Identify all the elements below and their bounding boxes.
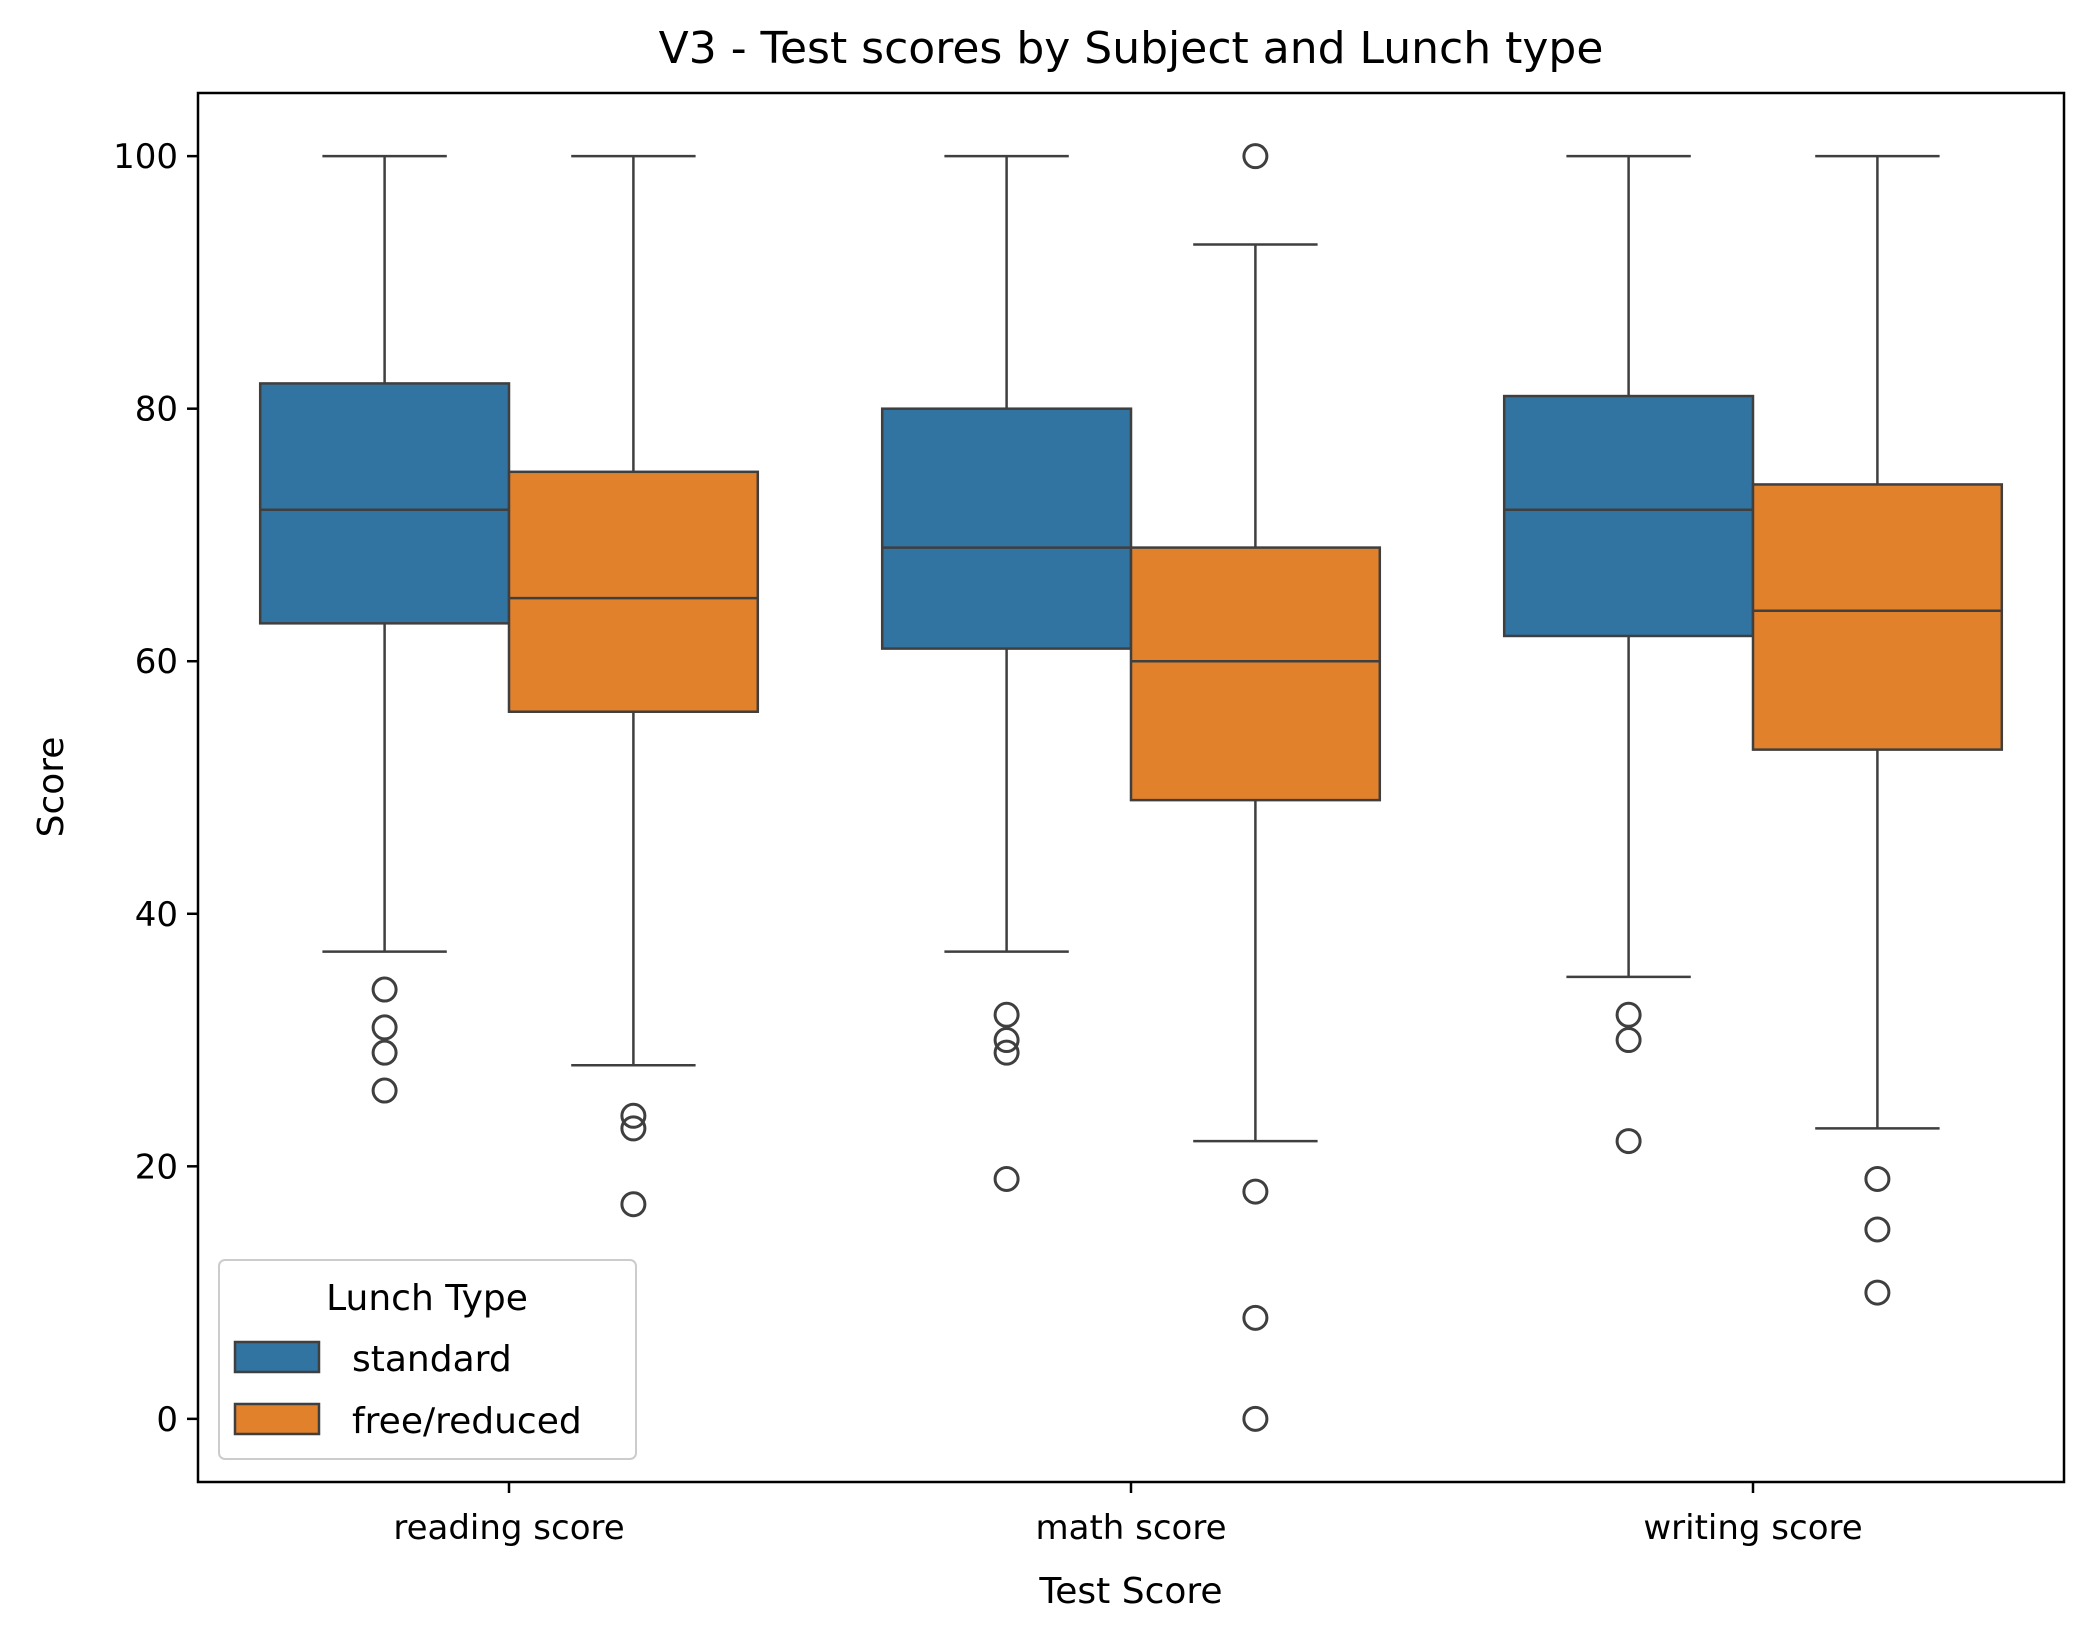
iqr-box bbox=[880, 407, 1133, 650]
outlier-point bbox=[371, 1014, 398, 1041]
legend-title: Lunch Type bbox=[326, 1278, 528, 1319]
legend-swatch-standard bbox=[233, 1340, 321, 1374]
outlier-point bbox=[620, 1102, 647, 1129]
legend: Lunch Type standard free/reduced bbox=[218, 1259, 637, 1460]
outlier-point bbox=[620, 1115, 647, 1142]
outlier-point bbox=[620, 1191, 647, 1218]
y-tick-label: 80 bbox=[135, 390, 178, 430]
iqr-box bbox=[1129, 546, 1382, 802]
plot-marks bbox=[258, 143, 2004, 1432]
outlier-point bbox=[1242, 1304, 1269, 1331]
outlier-point bbox=[1615, 1001, 1642, 1028]
outlier-point bbox=[371, 976, 398, 1003]
y-tick-label: 60 bbox=[135, 642, 178, 682]
y-tick-label: 100 bbox=[113, 137, 178, 177]
x-tick-label: writing score bbox=[1643, 1508, 1862, 1548]
legend-label-standard: standard bbox=[352, 1339, 512, 1380]
iqr-box bbox=[1502, 394, 1755, 638]
outlier-point bbox=[993, 1165, 1020, 1192]
outlier-point bbox=[1864, 1165, 1891, 1192]
outlier-point bbox=[1615, 1027, 1642, 1054]
x-tick-label: reading score bbox=[393, 1508, 624, 1548]
outlier-point bbox=[993, 1039, 1020, 1066]
box-math-score-free-reduced bbox=[1129, 143, 1382, 1432]
chart-title: V3 - Test scores by Subject and Lunch ty… bbox=[659, 23, 1604, 74]
y-tick-label: 0 bbox=[156, 1400, 178, 1440]
outlier-point bbox=[1242, 1405, 1269, 1432]
legend-swatch-free-reduced bbox=[233, 1402, 321, 1436]
outlier-point bbox=[371, 1077, 398, 1104]
y-axis-label: Score bbox=[31, 737, 72, 838]
y-axis: 0 20 40 60 80 100 bbox=[113, 137, 198, 1440]
outlier-point bbox=[1242, 143, 1269, 170]
outlier-point bbox=[1242, 1178, 1269, 1205]
outlier-point bbox=[1615, 1128, 1642, 1155]
box-reading-score-standard bbox=[258, 154, 511, 1104]
outlier-point bbox=[993, 1001, 1020, 1028]
box-math-score-standard bbox=[880, 154, 1133, 1192]
outlier-point bbox=[1864, 1216, 1891, 1243]
iqr-box bbox=[507, 470, 760, 713]
box-reading-score-free-reduced bbox=[507, 154, 760, 1218]
legend-label-free-reduced: free/reduced bbox=[352, 1401, 582, 1442]
outlier-point bbox=[371, 1039, 398, 1066]
x-tick-label: math score bbox=[1035, 1508, 1226, 1548]
legend-frame bbox=[218, 1259, 637, 1460]
y-tick-label: 20 bbox=[135, 1147, 178, 1187]
iqr-box bbox=[1751, 483, 2004, 751]
iqr-box bbox=[258, 382, 511, 625]
outlier-point bbox=[1864, 1279, 1891, 1306]
x-axis: reading score math score writing score bbox=[393, 1482, 1863, 1548]
box-writing-score-free-reduced bbox=[1751, 154, 2004, 1306]
box-writing-score-standard bbox=[1502, 154, 1755, 1155]
outlier-point bbox=[993, 1027, 1020, 1054]
y-tick-label: 40 bbox=[135, 895, 178, 935]
x-axis-label: Test Score bbox=[1038, 1571, 1222, 1612]
